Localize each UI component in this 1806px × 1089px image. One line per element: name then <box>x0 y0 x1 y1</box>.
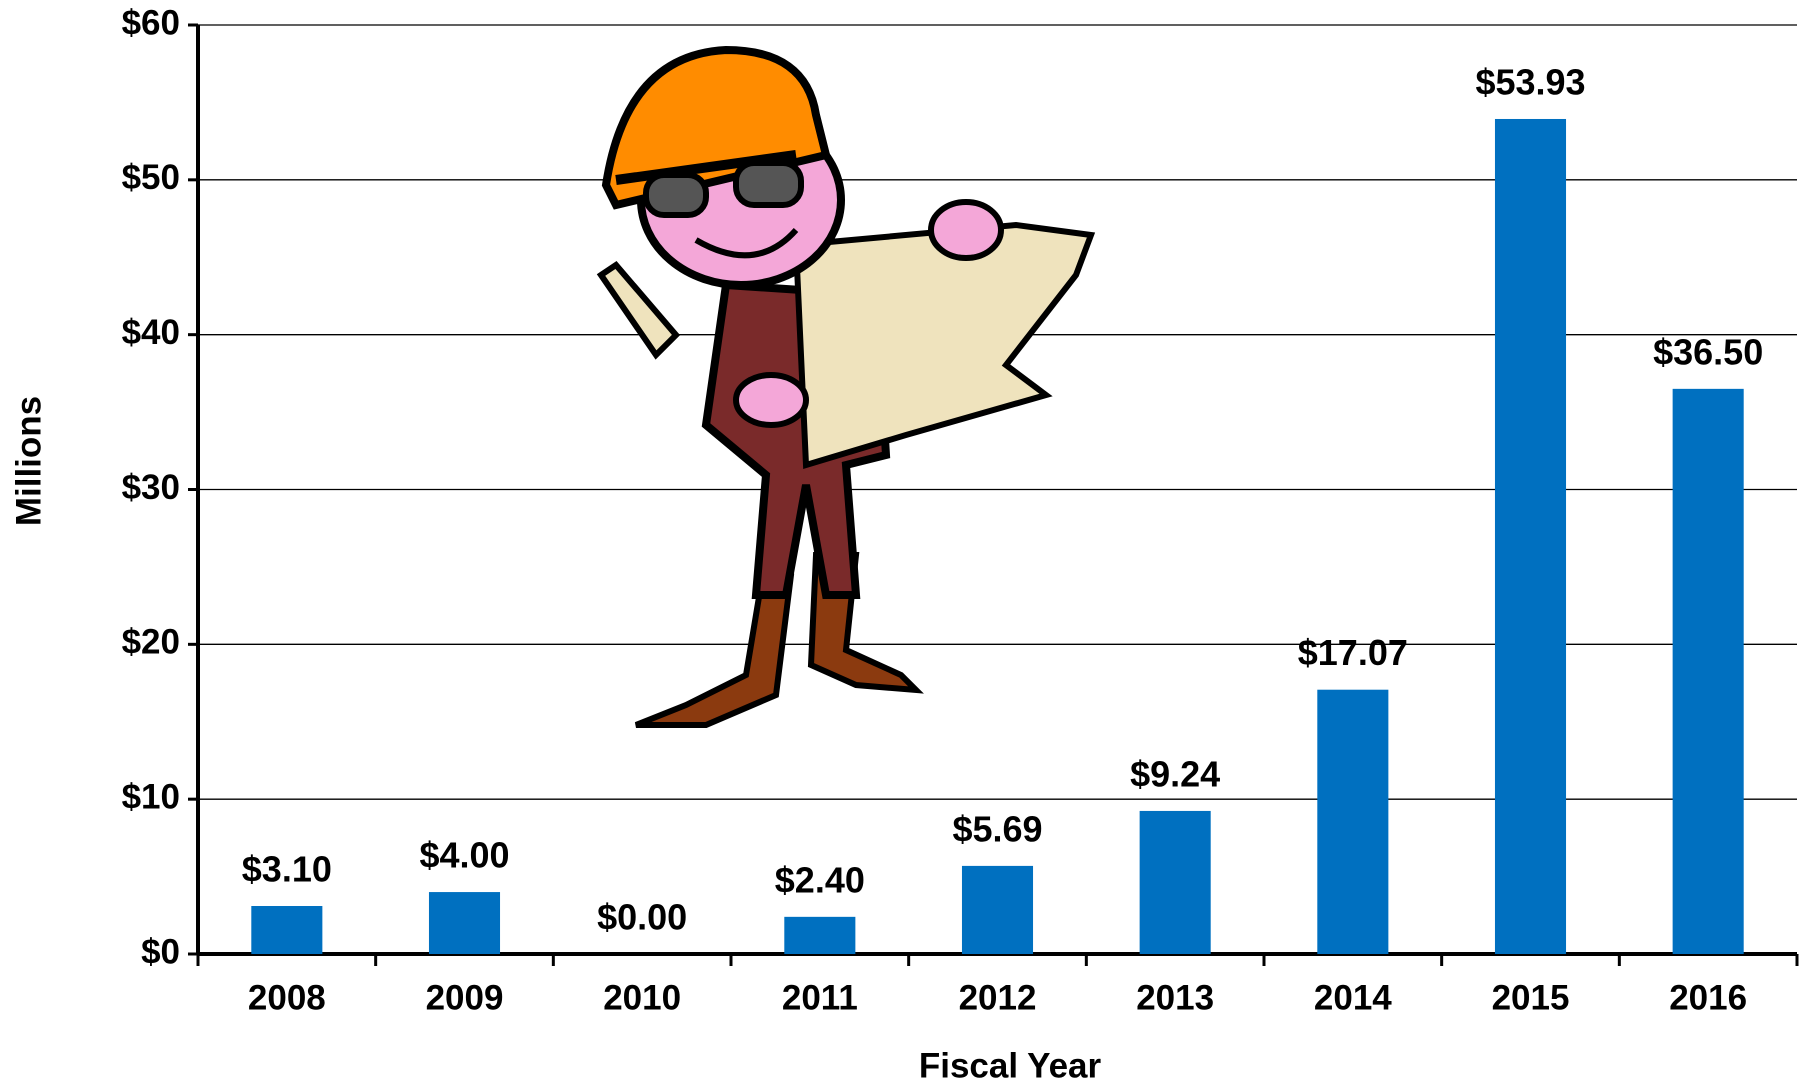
x-tick-label: 2016 <box>1669 978 1747 1017</box>
bar <box>1494 118 1567 955</box>
value-label: $9.24 <box>1130 753 1220 794</box>
x-tick-label: 2011 <box>782 978 858 1017</box>
clip-art <box>596 45 1096 728</box>
value-label: $17.07 <box>1298 632 1408 673</box>
x-tick-label: 2008 <box>248 978 326 1017</box>
y-tick-label: $40 <box>122 313 180 352</box>
y-tick-label: $10 <box>122 777 180 816</box>
bar <box>1139 810 1211 954</box>
y-tick-label: $0 <box>141 932 180 971</box>
value-label: $4.00 <box>419 835 509 876</box>
x-tick-label: 2014 <box>1314 978 1392 1017</box>
y-axis-title: Millions <box>9 396 48 526</box>
bar <box>428 892 501 954</box>
x-tick-label: 2012 <box>959 978 1037 1017</box>
value-label: $2.40 <box>775 859 865 900</box>
value-label: $36.50 <box>1653 331 1763 372</box>
x-axis-title: Fiscal Year <box>919 1046 1102 1085</box>
value-label: $5.69 <box>952 808 1042 849</box>
y-tick-label: $30 <box>122 468 180 507</box>
bar <box>784 916 856 954</box>
y-tick-label: $50 <box>122 158 180 197</box>
y-tick-label: $60 <box>122 3 180 42</box>
bar <box>961 865 1034 954</box>
y-tick-label: $20 <box>122 623 180 662</box>
x-tick-label: 2015 <box>1492 978 1570 1017</box>
x-tick-label: 2010 <box>603 978 681 1017</box>
value-label: $3.10 <box>242 849 332 890</box>
x-tick-label: 2013 <box>1136 978 1214 1017</box>
plot: $0 $10 $20 $30 $40 $50 $60 2008 $3.10 2009 $4.00 20… <box>122 3 1799 1017</box>
value-label: $0.00 <box>597 897 687 938</box>
bar <box>251 906 323 954</box>
x-tick-label: 2009 <box>426 978 504 1017</box>
bar <box>1672 388 1744 954</box>
bar <box>1317 689 1389 954</box>
value-label: $53.93 <box>1475 61 1585 102</box>
